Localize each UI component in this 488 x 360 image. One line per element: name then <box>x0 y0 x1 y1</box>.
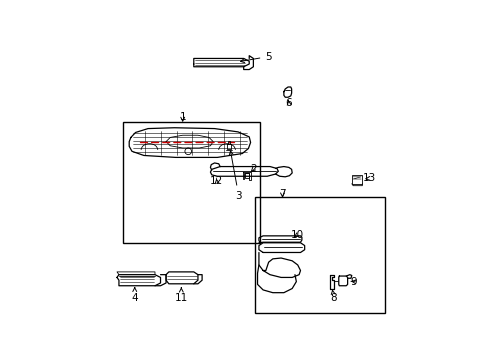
Text: 10: 10 <box>290 230 303 240</box>
Bar <box>254 197 384 314</box>
Text: 3: 3 <box>229 151 242 201</box>
Text: 9: 9 <box>350 276 356 287</box>
Text: 13: 13 <box>362 174 375 184</box>
Text: 2: 2 <box>249 164 256 174</box>
Bar <box>244 174 248 178</box>
Text: 6: 6 <box>285 98 292 108</box>
Text: 1: 1 <box>179 112 185 122</box>
Text: 11: 11 <box>174 288 187 303</box>
Text: 7: 7 <box>279 189 285 199</box>
Bar <box>351 175 362 184</box>
Bar <box>123 122 260 243</box>
Text: 5: 5 <box>240 51 271 63</box>
Text: 8: 8 <box>330 290 336 303</box>
Text: 4: 4 <box>131 287 138 303</box>
Text: 12: 12 <box>210 176 223 186</box>
